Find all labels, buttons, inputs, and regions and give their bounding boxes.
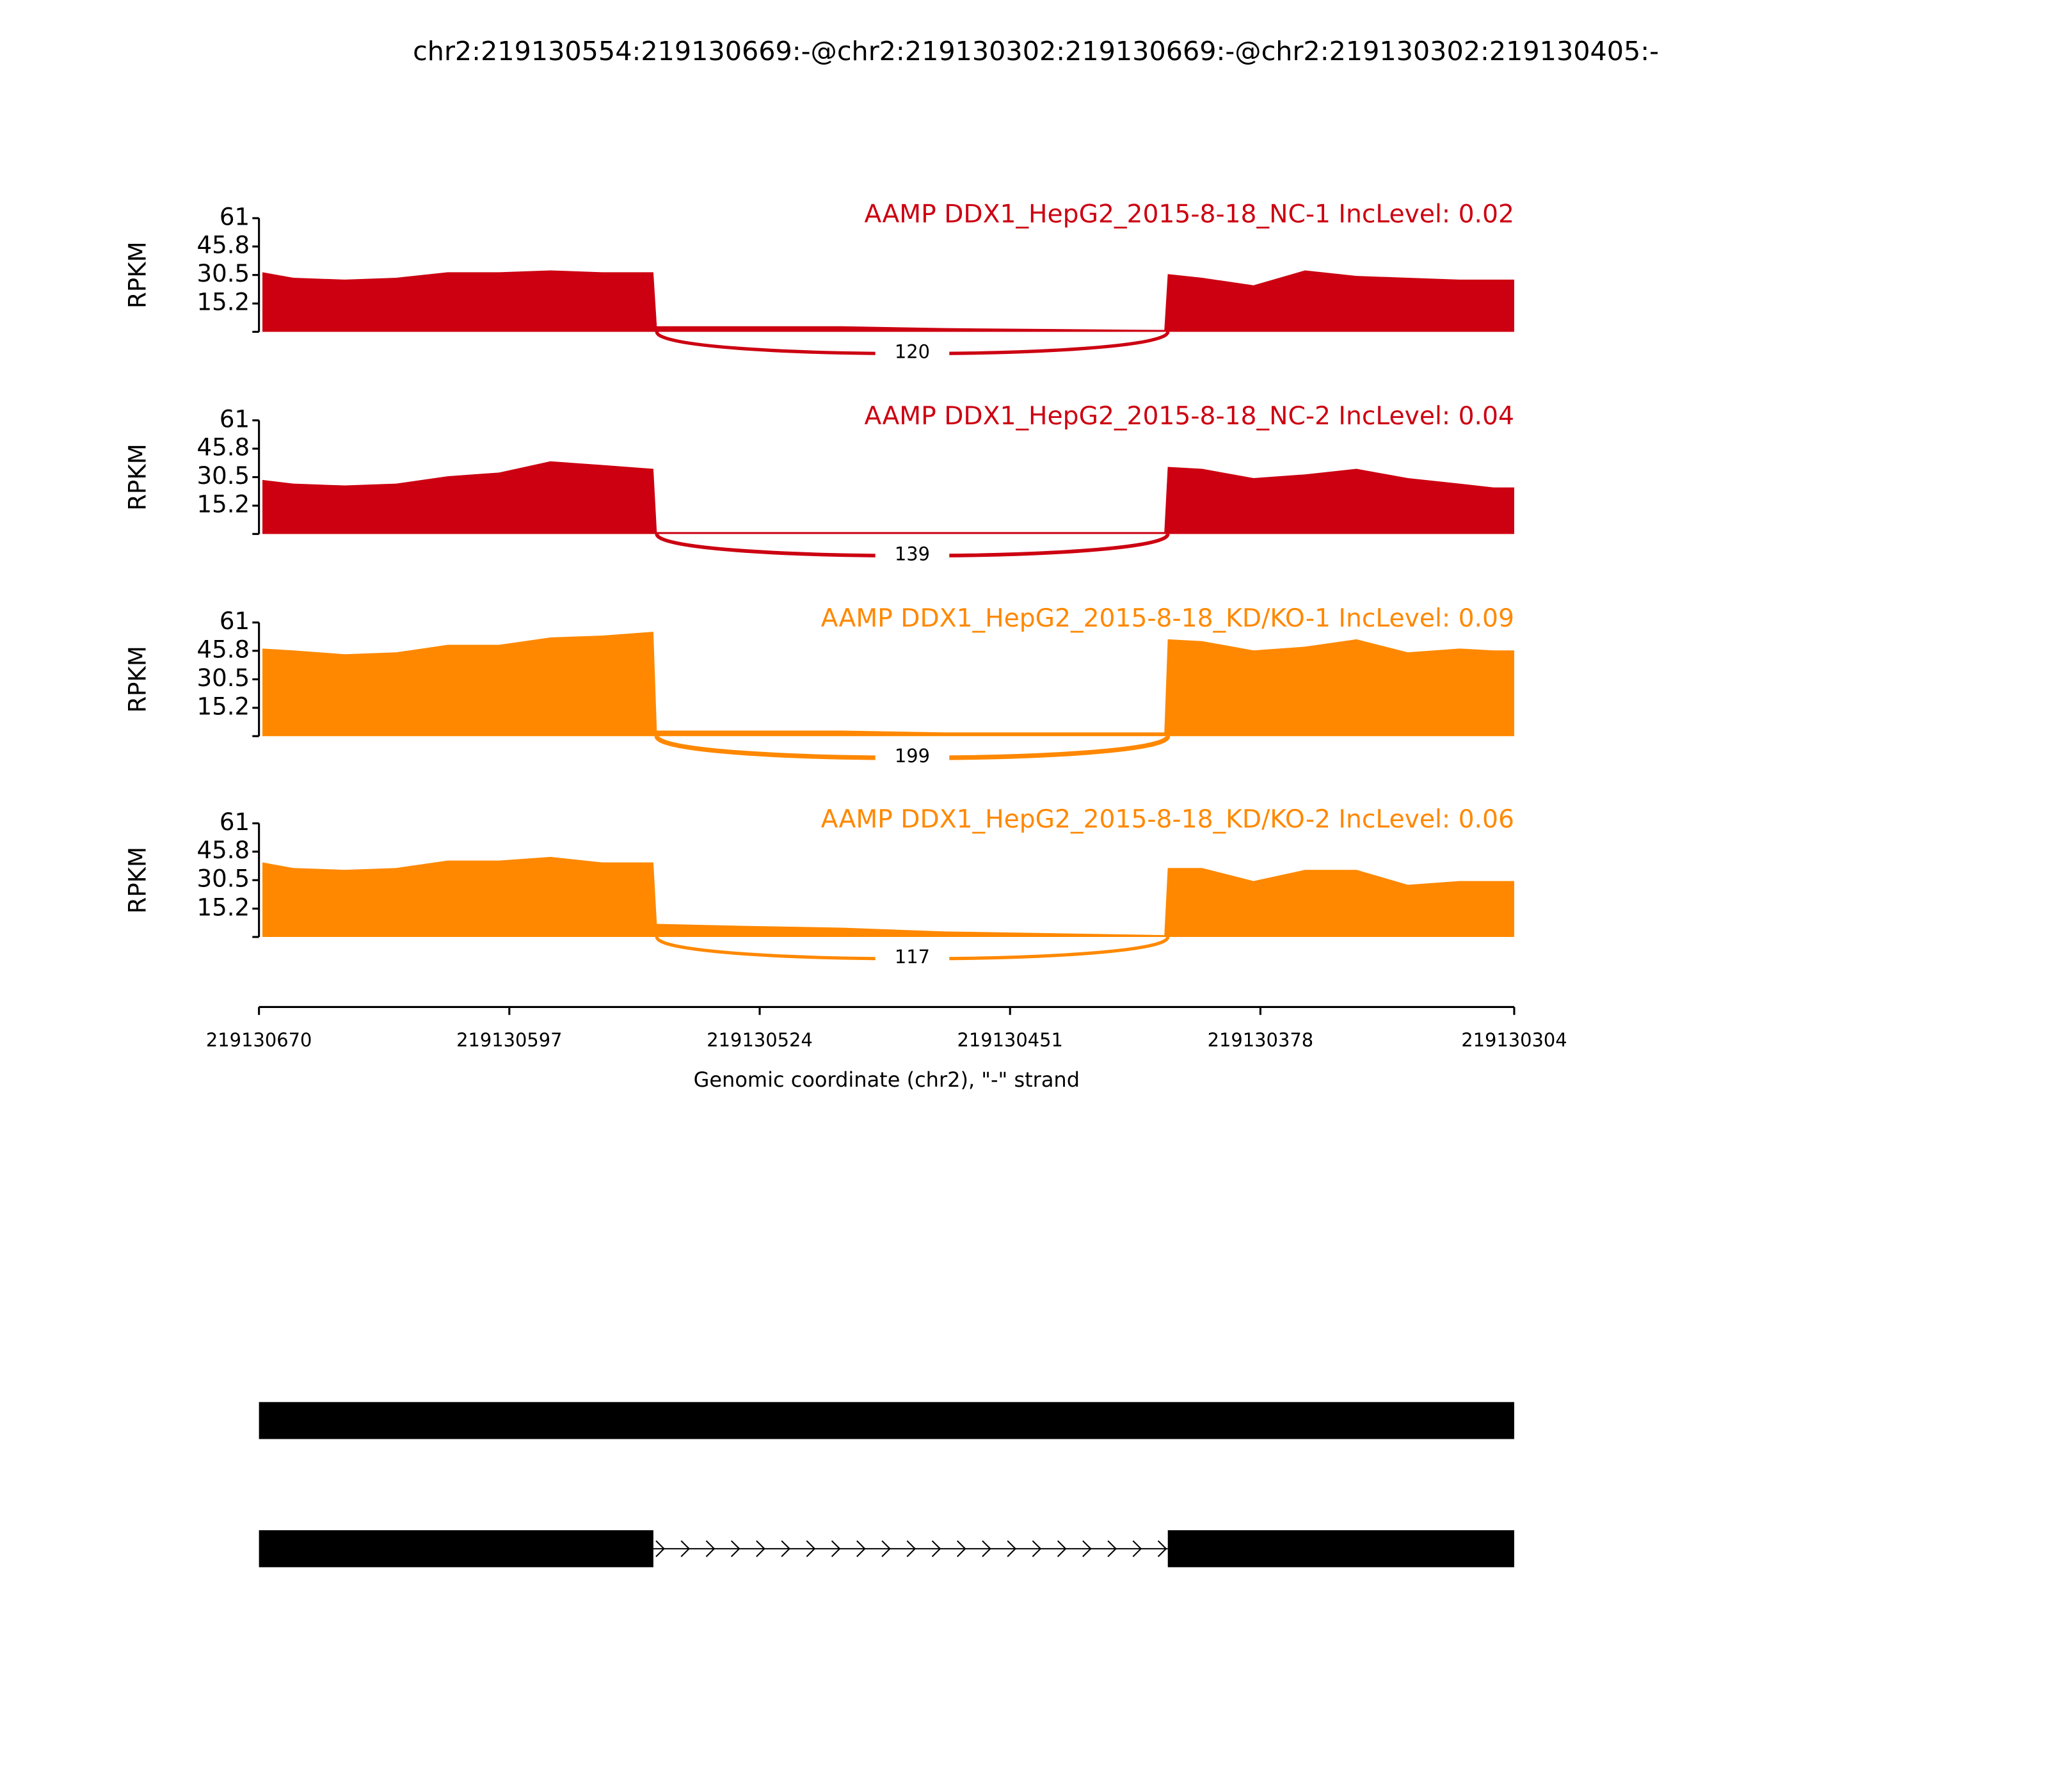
strand-arrow	[906, 1540, 916, 1557]
strand-arrow	[705, 1540, 716, 1557]
x-tick-label: 219130670	[206, 1029, 312, 1051]
y-tick-label: 15.2	[196, 289, 250, 316]
y-tick-label: 45.8	[196, 636, 250, 663]
y-tick-label: 30.5	[196, 260, 250, 287]
y-tick-label: 61	[220, 607, 250, 635]
y-tick-label: 61	[220, 405, 250, 433]
y-axis-label: RPKM	[124, 444, 151, 511]
coverage-area	[262, 632, 1514, 737]
junction-count: 120	[895, 340, 930, 362]
junction-count: 117	[895, 946, 930, 968]
x-tick-label: 219130597	[456, 1029, 562, 1051]
coverage-area	[262, 270, 1514, 332]
strand-arrow	[831, 1540, 841, 1557]
junction-label-bg	[875, 543, 950, 564]
y-tick-label: 61	[220, 203, 250, 230]
strand-arrow	[856, 1540, 866, 1557]
track-label: AAMP DDX1_HepG2_2015-8-18_KD/KO-1 IncLev…	[821, 604, 1514, 633]
strand-arrow	[756, 1540, 765, 1557]
track-label: AAMP DDX1_HepG2_2015-8-18_KD/KO-2 IncLev…	[821, 805, 1514, 834]
y-tick-label: 15.2	[196, 692, 250, 720]
strand-arrow	[655, 1540, 665, 1557]
strand-arrow	[931, 1540, 941, 1557]
y-axis-label: RPKM	[124, 646, 151, 713]
y-tick-label: 61	[220, 808, 250, 836]
track-label: AAMP DDX1_HepG2_2015-8-18_NC-2 IncLevel:…	[865, 402, 1514, 431]
junction-label-bg	[875, 745, 950, 767]
track-label: AAMP DDX1_HepG2_2015-8-18_NC-1 IncLevel:…	[865, 200, 1514, 228]
strand-arrow	[680, 1540, 691, 1557]
x-tick-label: 219130304	[1461, 1029, 1567, 1051]
coverage-area	[262, 856, 1514, 937]
strand-arrow	[957, 1540, 966, 1557]
junction-label-bg	[875, 946, 950, 968]
y-tick-label: 15.2	[196, 491, 250, 518]
strand-arrow	[806, 1540, 816, 1557]
y-tick-label: 45.8	[196, 434, 250, 461]
y-tick-label: 45.8	[196, 232, 250, 259]
y-tick-label: 30.5	[196, 664, 250, 692]
junction-count: 139	[895, 543, 930, 564]
y-axis-label: RPKM	[124, 847, 151, 914]
junction-label-bg	[875, 340, 950, 362]
strand-arrow	[1007, 1540, 1017, 1557]
x-axis-label: Genomic coordinate (chr2), "-" strand	[694, 1068, 1080, 1092]
strand-arrow	[730, 1540, 740, 1557]
strand-arrow	[1132, 1540, 1142, 1557]
y-tick-label: 30.5	[196, 865, 250, 893]
strand-arrow	[781, 1540, 791, 1557]
y-axis-label: RPKM	[124, 241, 151, 308]
coverage-area	[262, 461, 1514, 534]
strand-arrow	[1082, 1540, 1092, 1557]
x-tick-label: 219130378	[1208, 1029, 1313, 1051]
junction-count: 199	[895, 745, 930, 767]
exon	[259, 1402, 1514, 1439]
strand-arrow	[1057, 1540, 1067, 1557]
strand-arrow	[1032, 1540, 1042, 1557]
exon	[259, 1530, 653, 1567]
chart-title: chr2:219130554:219130669:-@chr2:21913030…	[413, 36, 1659, 67]
exon	[1167, 1530, 1514, 1567]
strand-arrow	[881, 1540, 891, 1557]
strand-arrow	[1157, 1540, 1167, 1557]
y-tick-label: 30.5	[196, 462, 250, 490]
x-tick-label: 219130451	[957, 1029, 1062, 1051]
y-tick-label: 45.8	[196, 836, 250, 864]
y-tick-label: 15.2	[196, 893, 250, 921]
x-tick-label: 219130524	[707, 1029, 812, 1051]
strand-arrow	[982, 1540, 991, 1557]
strand-arrow	[1107, 1540, 1117, 1557]
